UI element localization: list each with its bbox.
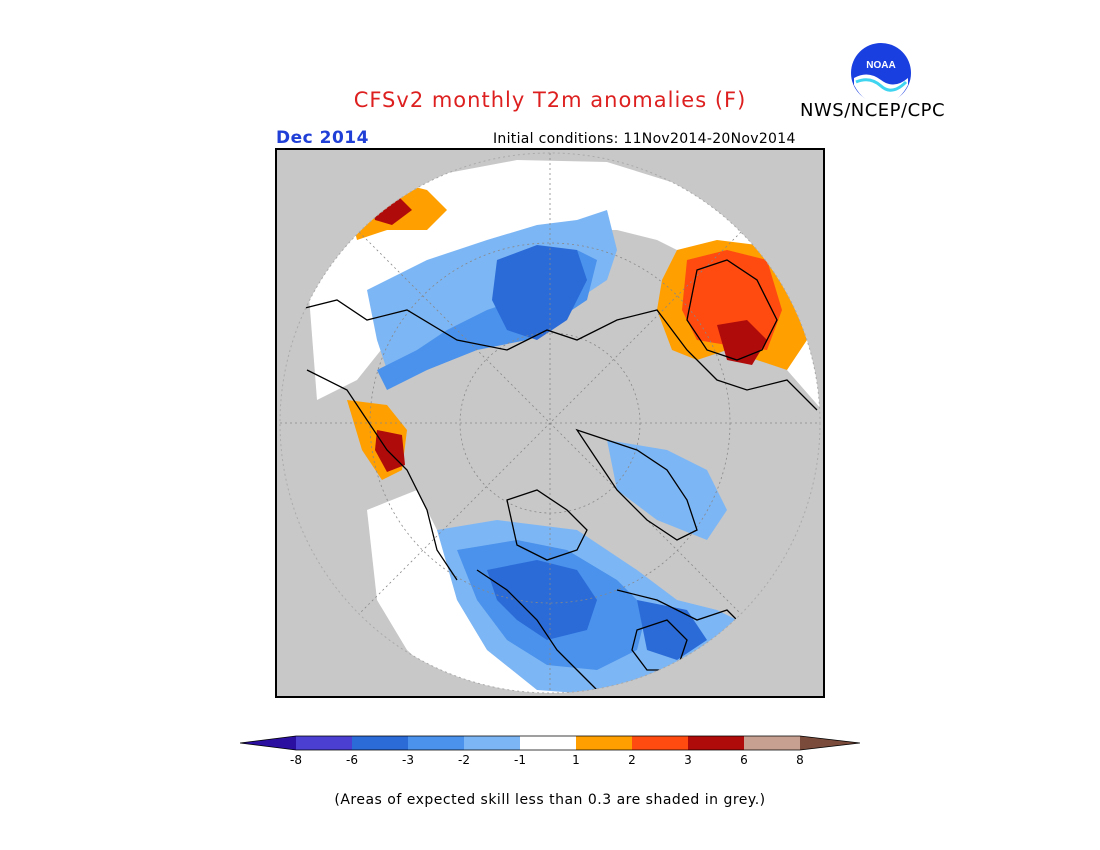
- tick-label: -1: [514, 753, 526, 767]
- anomaly-2-to-3-europe: [682, 250, 782, 350]
- colorbar-cell-minus3-minus2: [408, 736, 464, 750]
- tick-label: -8: [290, 753, 302, 767]
- map-panel: [275, 148, 825, 698]
- anomaly-near-normal-north: [307, 160, 820, 410]
- agency-label: NWS/NCEP/CPC: [800, 100, 946, 121]
- anomaly-minus3-to-minus6-canada: [487, 560, 597, 640]
- anomaly-minus1-greenland-east: [607, 440, 727, 540]
- coastlines: [296, 259, 818, 691]
- forecast-month: Dec 2014: [276, 128, 369, 148]
- colorbar-cell-1-2: [576, 736, 632, 750]
- tick-label: 2: [628, 753, 636, 767]
- tick-label: 1: [572, 753, 580, 767]
- anomaly-near-normal-west: [367, 490, 577, 693]
- colorbar-cell-minus2-minus1: [464, 736, 520, 750]
- colorbar-cell-minus6-minus3: [352, 736, 408, 750]
- colorbar-cell-minus1-1: [520, 736, 576, 750]
- noaa-logo: NOAA: [849, 41, 913, 105]
- colorbar-cell-minus8-minus6: [296, 736, 352, 750]
- tick-label: -3: [402, 753, 414, 767]
- tick-label: -2: [458, 753, 470, 767]
- skill-note: (Areas of expected skill less than 0.3 a…: [334, 792, 766, 808]
- polar-map: [279, 152, 821, 694]
- colorbar: [240, 735, 860, 751]
- colorbar-cell-6-8: [744, 736, 800, 750]
- anomaly-minus3-to-minus6-hudson: [637, 600, 707, 660]
- tick-label: 6: [740, 753, 748, 767]
- logo-text: NOAA: [866, 60, 895, 71]
- tick-label: -6: [346, 753, 358, 767]
- colorbar-cell-2-3: [632, 736, 688, 750]
- colorbar-cell-below-minus8: [240, 736, 296, 750]
- colorbar-cell-3-6: [688, 736, 744, 750]
- anomaly-3-to-6-europe: [717, 320, 767, 365]
- colorbar-ticks: -8 -6 -3 -2 -1 1 2 3 6 8: [0, 753, 1100, 773]
- anomaly-minus2-to-minus3-siberia: [377, 250, 597, 390]
- initial-conditions: Initial conditions: 11Nov2014-20Nov2014: [493, 131, 796, 147]
- tick-label: 8: [796, 753, 804, 767]
- map-title: CFSv2 monthly T2m anomalies (F): [353, 88, 747, 112]
- anomaly-3-to-6-alaska: [375, 430, 405, 472]
- anomaly-minus3-to-minus6-siberia: [492, 245, 587, 340]
- tick-label: 3: [684, 753, 692, 767]
- colorbar-cell-above-8: [800, 736, 860, 750]
